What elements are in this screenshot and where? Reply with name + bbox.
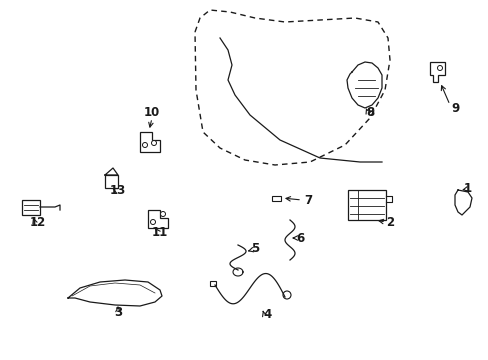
Circle shape [151,140,156,145]
Bar [271,196,281,201]
Text: 2: 2 [385,216,393,229]
Text: 13: 13 [110,184,126,197]
Text: 3: 3 [114,306,122,320]
Polygon shape [105,175,118,188]
Bar [209,281,216,286]
Circle shape [283,291,290,299]
Polygon shape [140,132,160,152]
Polygon shape [148,210,168,228]
Text: 6: 6 [295,231,304,244]
Text: 9: 9 [450,102,458,114]
Circle shape [142,143,147,148]
Text: 7: 7 [304,194,311,207]
Text: 4: 4 [264,309,271,321]
Text: 12: 12 [30,216,46,230]
Circle shape [437,66,442,71]
Polygon shape [22,200,40,215]
Bar [347,190,385,220]
Circle shape [160,211,165,216]
Text: 1: 1 [463,181,471,194]
Text: 5: 5 [250,242,259,255]
Text: 11: 11 [152,225,168,238]
Circle shape [150,220,155,225]
Text: 10: 10 [143,107,160,120]
Polygon shape [429,62,444,82]
Text: 8: 8 [365,107,373,120]
